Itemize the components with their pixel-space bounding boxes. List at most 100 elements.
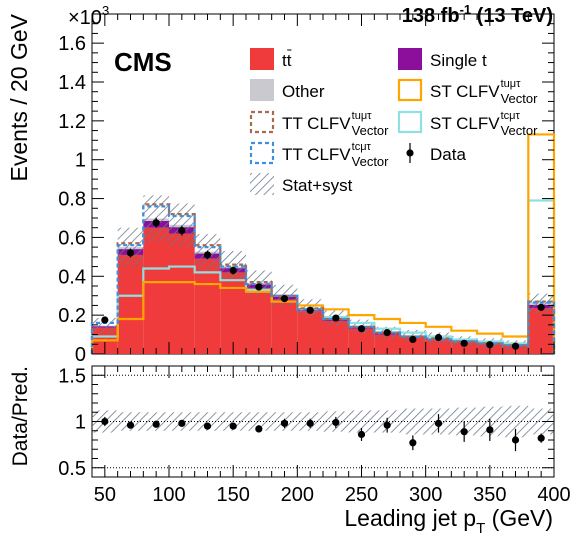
tt-clfv-tc-line [90,205,556,354]
ratio-point [434,419,443,427]
x-tick-label: 300 [409,484,442,506]
ratio-point [255,425,263,433]
x-tick-label: 150 [216,484,249,506]
legend-label-other: Other [282,82,325,101]
data-point [537,303,545,311]
legend-swatch-ttbar [250,48,274,70]
x-axis-label: Leading jet pT (GeV) [344,505,553,537]
legend-sup-tt_tu: tuμτ [352,110,373,122]
legend-sub-st_tc: Vector [501,123,539,138]
upper-panel: 0 0.2 0.4 0.6 0.8 1 1.2 1.4 1.6 tt Single t Other S… [6,2,556,366]
ratio-point [203,422,212,430]
ratio-point [357,430,366,439]
legend-sup-st_tc: tcμτ [501,110,521,122]
x-tick-label: 100 [152,484,185,506]
legend-sub-st_tu: Vector [501,91,539,106]
data-point [511,342,520,350]
legend-swatch-tt_tu [249,110,275,134]
data-point [434,333,443,342]
data-point [409,335,417,344]
ttbar-bar [297,311,323,354]
luminosity-label: 138 fb-1 (13 TeV) [402,2,553,27]
ratio-point [229,422,237,430]
legend-sup-st_tu: tuμτ [501,78,522,90]
ratio-point [178,419,186,427]
y-tick-label: 1.6 [58,33,86,55]
tt-clfv-tu-line [90,203,556,354]
ratio-y-tick-label: 1.5 [58,365,86,387]
upper-x-axis [91,14,555,354]
legend-label-single_t: Single t [430,51,487,70]
data-point [383,329,391,337]
data-point [229,266,237,275]
data-point [101,316,109,324]
legend-label-tt_tc: TT CLFV [282,145,351,164]
x-tick-label: 400 [537,484,570,506]
y-tick-label: 0.2 [58,305,86,327]
legend-label-st_tu: ST CLFV [430,82,500,101]
ratio-point [152,420,160,428]
data-point [332,314,340,322]
y-tick-label: 0.6 [58,227,86,249]
ttbar-bar [194,258,221,354]
data-point [255,283,263,291]
legend-swatch-single_t [398,48,422,70]
ratio-point [383,421,391,429]
ratio-point [332,418,340,427]
ratio-point [306,419,314,427]
y-tick-label: 1.2 [58,111,86,133]
x-tick-label: 200 [281,484,314,506]
ratio-point [101,417,109,426]
legend-label-data: Data [430,145,466,164]
legend-sub-tt_tu: Vector [352,123,390,138]
y-tick-label: 0 [75,344,86,366]
ratio-band-segment [246,412,272,431]
legend-label-tt_tu: TT CLFV [282,114,351,133]
ratio-point [537,434,545,442]
stat-syst-band [92,317,118,334]
ratio-band-segment [348,410,375,433]
legend-label-unc: Stat+syst [282,176,353,195]
ttbar-bar [169,233,195,354]
y-tick-label: 1.4 [58,72,86,94]
y-tick-label: 0.4 [58,266,86,288]
legend-label-ttbar: tt [282,51,292,70]
legend-swatch-tt_tc [249,141,275,165]
upper-y-axis: 0 0.2 0.4 0.6 0.8 1 1.2 1.4 1.6 [58,23,554,366]
ratio-band-segment [117,412,144,431]
ratio-x-axis: 50 100 150 200 250 300 350 400 [91,366,571,506]
legend-swatch-other [250,79,274,101]
ttbar-bar [271,299,298,354]
stat-syst-band [117,227,144,267]
legend-swatch-data [406,149,414,157]
signal-lines [90,133,556,354]
ratio-panel: 0.5 1 1.5 50 100 150 200 250 300 350 400 Data/Pre… [9,365,571,537]
data-point [203,251,212,259]
ratio-y-axis-label: Data/Pred. [9,366,32,466]
data-point [306,306,314,314]
x-tick-label: 350 [473,484,506,506]
y-tick-label: 1 [75,150,86,172]
data-point [152,219,160,227]
ratio-band-segment [400,408,426,435]
y-tick-label: 0.8 [58,189,86,211]
ratio-point [280,419,289,427]
data-point [280,295,289,303]
ratio-point [460,428,468,436]
ratio-point [126,421,135,429]
ratio-point [511,436,520,444]
ttbar-bar [246,287,272,354]
ratio-points [101,414,545,452]
x-tick-label: 50 [94,484,116,506]
upper-y-axis-label: Events / 20 GeV [6,13,32,181]
data-point [460,339,468,347]
ttbar-bar [400,337,426,354]
ttbar-bar [374,334,400,354]
ttbar-bar [143,227,169,354]
legend-label-st_tc: ST CLFV [430,114,500,133]
ttbar-bar [220,272,246,354]
legend-swatch-st_tc [397,110,423,134]
legend-sub-tt_tc: Vector [352,154,390,169]
stat-syst-band [169,203,195,247]
ratio-point [409,439,417,447]
